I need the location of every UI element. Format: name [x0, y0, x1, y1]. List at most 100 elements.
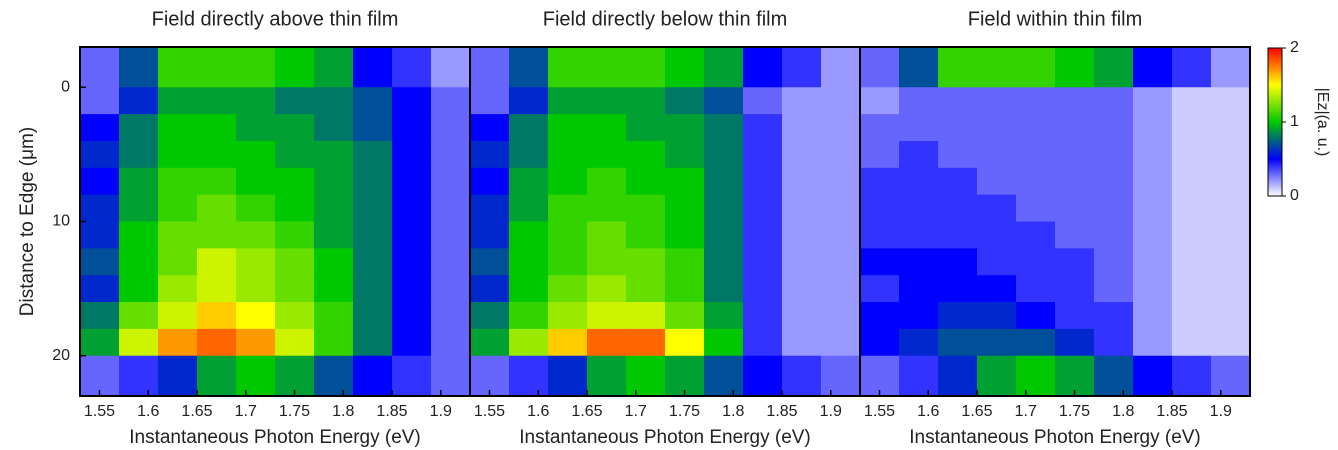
heatmap-cell	[1172, 328, 1212, 357]
heatmap-cell	[353, 302, 393, 330]
heatmap-cell	[158, 194, 198, 222]
heatmap-cell	[860, 47, 900, 88]
heatmap-cell	[821, 140, 861, 169]
x-tick-label: 1.7	[1015, 403, 1037, 420]
heatmap-cell	[1016, 275, 1056, 303]
heatmap-cell	[1055, 167, 1095, 196]
heatmap-cell	[938, 114, 978, 142]
heatmap-cell	[587, 47, 627, 88]
heatmap-cell	[431, 47, 471, 88]
heatmap-cell	[626, 194, 666, 222]
heatmap-cell	[860, 114, 900, 142]
heatmap-cell	[665, 221, 705, 249]
heatmap-cell	[119, 194, 159, 222]
heatmap-cell	[1211, 275, 1251, 303]
heatmap-cell	[587, 328, 627, 357]
heatmap-cell	[158, 302, 198, 330]
heatmap-cell	[353, 87, 393, 115]
heatmap-cell	[548, 114, 588, 142]
heatmap-cell	[704, 167, 744, 196]
heatmap-cell	[470, 355, 510, 397]
heatmap-cell	[509, 328, 549, 357]
heatmap-cell	[197, 302, 237, 330]
heatmap-cell	[1211, 328, 1251, 357]
heatmap-cell	[275, 87, 315, 115]
heatmap-cell	[899, 194, 939, 222]
x-tick-label: 1.7	[235, 403, 257, 420]
heatmap-cell	[977, 194, 1017, 222]
heatmap-cell	[938, 140, 978, 169]
heatmap-cell	[665, 87, 705, 115]
heatmap-cell	[704, 140, 744, 169]
y-axis-label: Distance to Edge (μm)	[17, 127, 38, 316]
heatmap-cell	[704, 221, 744, 249]
x-tick-label: 1.8	[332, 403, 354, 420]
heatmap-cell	[119, 248, 159, 276]
heatmap-cell	[899, 248, 939, 276]
heatmap-cell	[353, 194, 393, 222]
colorbar-tick-label: 0	[1290, 187, 1299, 204]
heatmap-cell	[509, 275, 549, 303]
heatmap-cell	[1094, 328, 1134, 357]
heatmap-cell	[80, 248, 120, 276]
heatmap-cell	[743, 194, 783, 222]
heatmap-cell	[80, 167, 120, 196]
heatmap-cell	[704, 47, 744, 88]
heatmap-cell	[470, 275, 510, 303]
heatmap-cell	[704, 275, 744, 303]
heatmap-cell	[743, 328, 783, 357]
heatmap-cell	[704, 194, 744, 222]
heatmap-cell	[470, 302, 510, 330]
heatmap-cell	[665, 328, 705, 357]
heatmap-cell	[860, 221, 900, 249]
heatmap-cell	[743, 167, 783, 196]
heatmap-cell	[392, 87, 432, 115]
heatmap-cell	[353, 221, 393, 249]
heatmap-cell	[860, 302, 900, 330]
heatmap-cell	[1211, 47, 1251, 88]
heatmap-cell	[353, 248, 393, 276]
heatmap-cell	[392, 221, 432, 249]
heatmap-cell	[1211, 221, 1251, 249]
panel-title: Field within thin film	[968, 8, 1143, 30]
heatmap-cell	[899, 355, 939, 397]
heatmap-cell	[1055, 275, 1095, 303]
heatmap-cell	[1133, 114, 1173, 142]
heatmap-cell	[587, 114, 627, 142]
heatmap-cell	[1094, 167, 1134, 196]
heatmap-cell	[1016, 140, 1056, 169]
heatmap-cell	[392, 328, 432, 357]
heatmap-cell	[587, 355, 627, 397]
heatmap-cell	[1016, 248, 1056, 276]
heatmap-cell	[509, 140, 549, 169]
heatmap-cell	[704, 355, 744, 397]
colorbar-tick-label: 2	[1290, 39, 1299, 56]
heatmap-cell	[275, 114, 315, 142]
x-axis-label: Instantaneous Photon Energy (eV)	[909, 427, 1201, 448]
heatmap-cell	[977, 328, 1017, 357]
heatmap-cell	[158, 167, 198, 196]
heatmap-cell	[236, 114, 276, 142]
heatmap-cell	[275, 248, 315, 276]
heatmap-cell	[314, 275, 354, 303]
heatmap-cell	[80, 87, 120, 115]
heatmap-cell	[431, 167, 471, 196]
heatmap-cell	[938, 167, 978, 196]
heatmap-cell	[314, 355, 354, 397]
heatmap-cell	[431, 140, 471, 169]
heatmap-cell	[860, 248, 900, 276]
heatmap-cell	[1211, 248, 1251, 276]
heatmap-cell	[899, 302, 939, 330]
heatmap-cell	[1055, 355, 1095, 397]
heatmap-cell	[938, 275, 978, 303]
heatmap-cell	[821, 87, 861, 115]
heatmap-cell	[548, 140, 588, 169]
heatmap-cell	[977, 87, 1017, 115]
heatmap-cell	[470, 328, 510, 357]
heatmap-cell	[821, 167, 861, 196]
heatmap-cell	[1211, 87, 1251, 115]
heatmap-cell	[782, 167, 822, 196]
heatmap-cell	[821, 194, 861, 222]
heatmap-cell	[548, 355, 588, 397]
heatmap-cell	[977, 114, 1017, 142]
